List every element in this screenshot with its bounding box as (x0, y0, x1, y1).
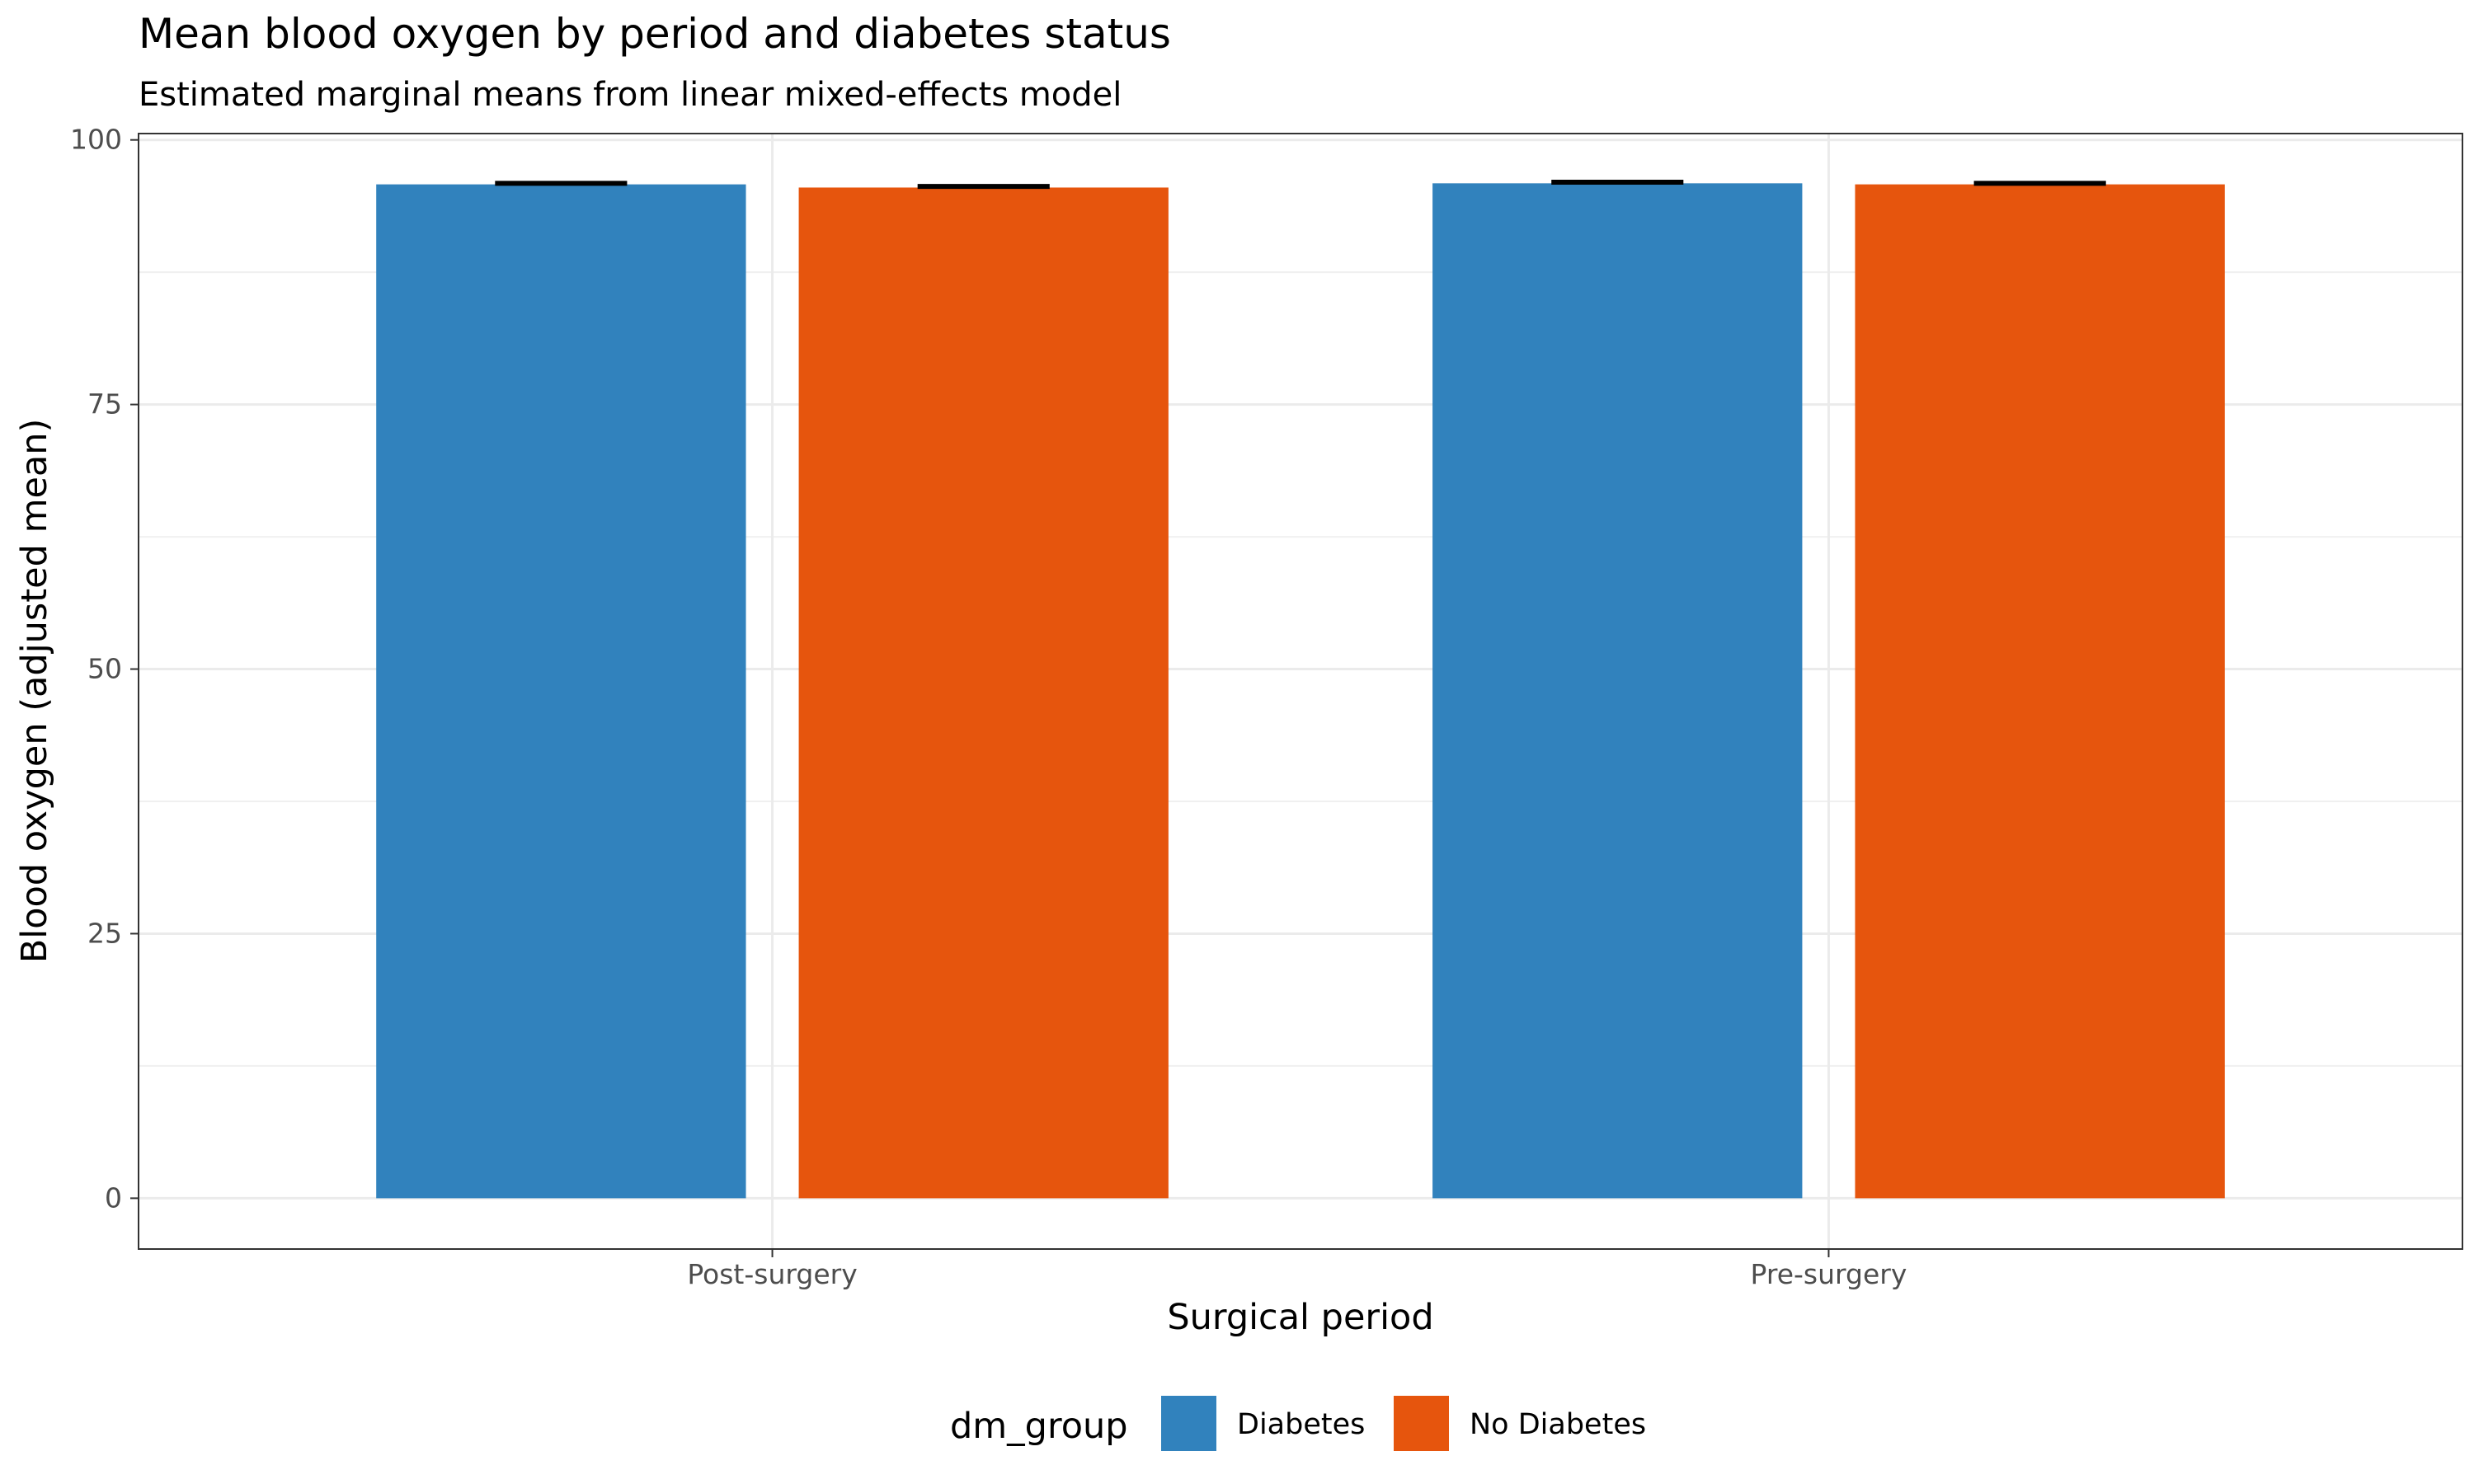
error-bars (495, 180, 2106, 190)
x-tick-label: Post-surgery (687, 1258, 857, 1290)
x-tick-label: Pre-surgery (1751, 1258, 1907, 1290)
y-tick-label: 100 (70, 124, 122, 156)
y-axis-title: Blood oxygen (adjusted mean) (14, 419, 55, 964)
bar (1855, 184, 2225, 1199)
legend-label: Diabetes (1237, 1408, 1365, 1441)
y-axis: 0 25 50 75 100 (70, 124, 139, 1214)
legend: dm_group Diabetes No Diabetes (950, 1396, 1646, 1451)
y-tick-label: 75 (87, 388, 122, 420)
y-tick-label: 0 (105, 1181, 122, 1214)
legend-key (1161, 1396, 1216, 1451)
y-tick-label: 50 (87, 653, 122, 685)
x-axis-title: Surgical period (1167, 1297, 1433, 1338)
chart-title: Mean blood oxygen by period and diabetes… (139, 10, 1171, 58)
x-axis: Post-surgery Pre-surgery (687, 1249, 1907, 1290)
chart-subtitle: Estimated marginal means from linear mix… (139, 76, 1122, 114)
plot-panel-border (138, 133, 2463, 1250)
bar (798, 187, 1169, 1199)
legend-title: dm_group (950, 1406, 1128, 1447)
bars (376, 183, 2225, 1199)
legend-key (1394, 1396, 1449, 1451)
bar (1432, 183, 1803, 1199)
legend-label: No Diabetes (1470, 1408, 1646, 1441)
bar (376, 184, 746, 1199)
y-tick-label: 25 (87, 917, 122, 949)
